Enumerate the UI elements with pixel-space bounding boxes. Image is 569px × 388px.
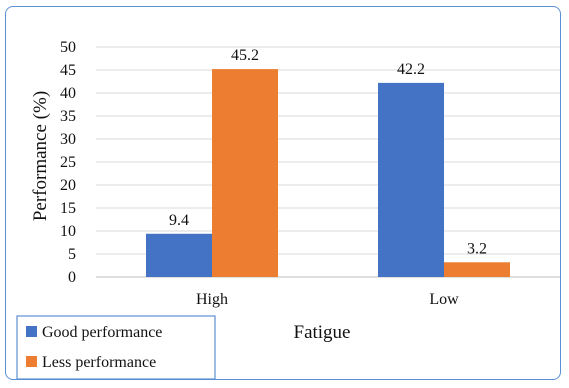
- bars: [146, 69, 510, 277]
- legend-label: Good performance: [42, 324, 162, 341]
- y-tick-label: 25: [60, 154, 76, 171]
- y-tick-label: 35: [60, 108, 76, 125]
- legend-label: Less performance: [42, 354, 156, 371]
- legend-swatch: [26, 356, 37, 367]
- x-axis-label: Fatigue: [294, 322, 351, 343]
- data-labels: 9.4 45.2 42.2 3.2: [169, 47, 487, 257]
- y-tick-label: 15: [60, 200, 76, 217]
- legend: Good performance Less performance: [16, 315, 216, 380]
- y-tick-label: 10: [60, 223, 76, 240]
- bar-less-performance-high: [212, 69, 278, 277]
- x-tick-label: High: [196, 291, 228, 308]
- y-tick-label: 45: [60, 62, 76, 79]
- legend-box: [16, 315, 216, 380]
- y-tick-label: 30: [60, 131, 76, 148]
- y-tick-label: 0: [68, 269, 76, 286]
- y-tick-label: 50: [60, 39, 76, 56]
- bar-good-performance-low: [378, 82, 444, 277]
- legend-swatch: [26, 326, 37, 337]
- y-tick-label: 5: [68, 246, 76, 263]
- data-label: 9.4: [169, 212, 189, 229]
- y-axis-label: Performance (%): [30, 91, 51, 221]
- data-label: 3.2: [467, 240, 487, 257]
- x-tick-labels: High Low: [196, 291, 459, 308]
- x-tick-label: Low: [429, 291, 459, 308]
- y-tick-label: 20: [60, 177, 76, 194]
- data-label: 42.2: [397, 61, 425, 78]
- chart-frame: [5, 6, 561, 380]
- bar-less-performance-low: [444, 262, 510, 277]
- bar-good-performance-high: [146, 233, 212, 277]
- data-label: 45.2: [231, 47, 259, 64]
- y-tick-labels: 0 5 10 15 20 25 30 35 40 45 50: [60, 39, 76, 286]
- y-tick-label: 40: [60, 85, 76, 102]
